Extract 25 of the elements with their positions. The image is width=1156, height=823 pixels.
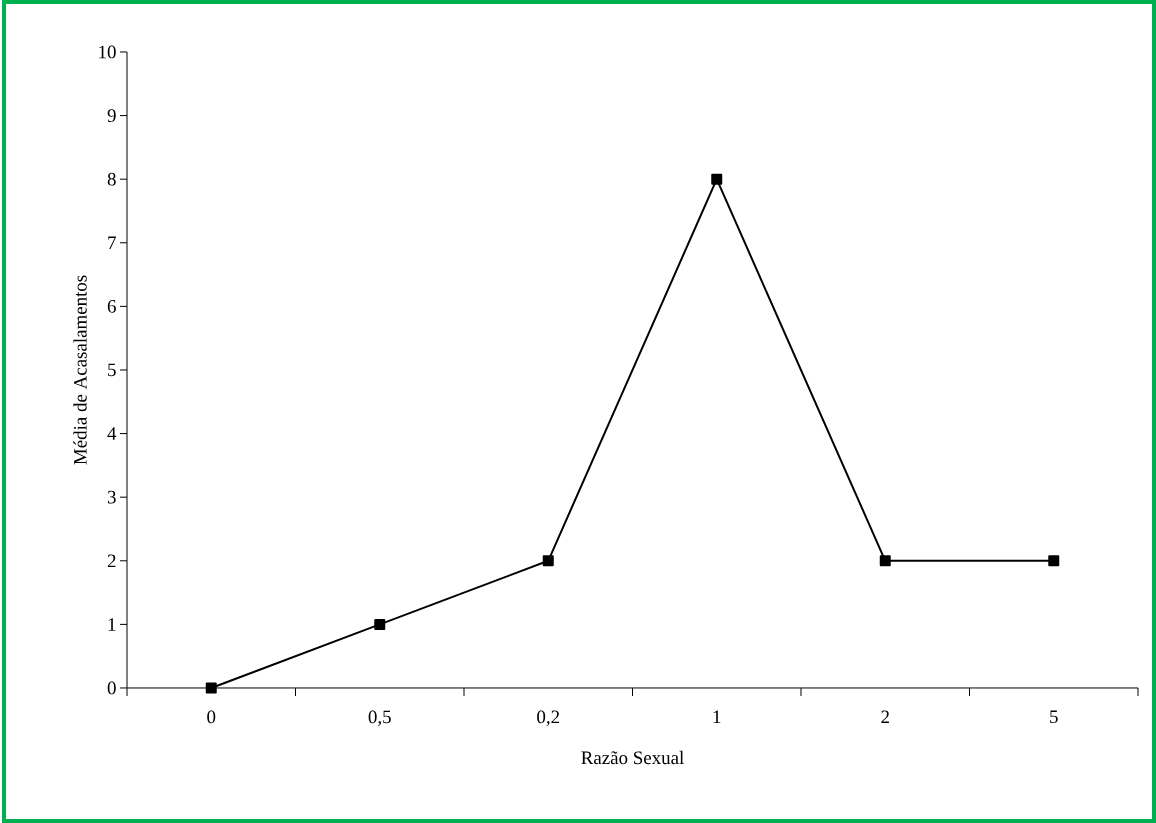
y-tick-label: 5 [108,363,116,377]
point [711,173,723,185]
x-tick-label: 1 [713,710,721,723]
y-tick-label: 0 [107,681,116,695]
y-tick-label: 10 [99,45,116,59]
y-tick-label: 8 [107,172,116,186]
y-tick-label: 9 [107,109,116,122]
y-axis-title: Média de Acasalamentos [73,275,87,465]
y-tick-label: 2 [107,554,116,568]
x-tick-label: 0,2 [537,710,560,726]
y-tick-label: 6 [107,300,116,313]
x-tick-label: 2 [881,710,889,724]
x-tick-label: 0 [207,710,216,724]
y-tick-label: 3 [107,490,116,504]
x-axis-title: Razão Sexual [581,750,684,765]
x-tick-label: 5 [1050,710,1058,724]
point [374,618,386,630]
x-tick-label: 0,5 [368,710,391,726]
point [542,555,554,567]
point [205,682,217,694]
y-tick-label: 7 [108,236,116,249]
y-tick-label: 4 [107,427,117,440]
point [1048,555,1060,567]
y-tick-label: 1 [108,618,116,631]
point [879,555,891,567]
